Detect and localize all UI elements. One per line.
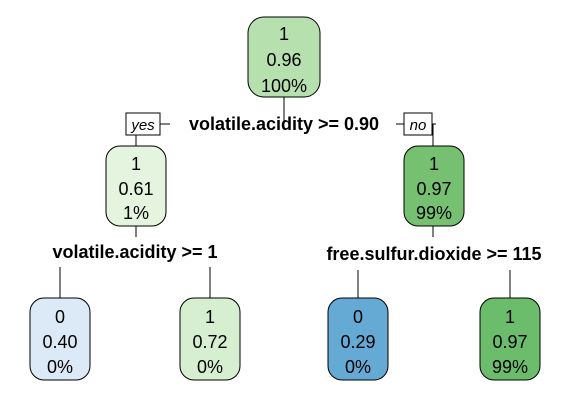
node-class: 1 [205, 307, 215, 327]
node-pct: 1% [123, 203, 149, 223]
tree-leaf-rr: 1 0.97 99% [480, 298, 540, 380]
node-class: 1 [505, 307, 515, 327]
split-label-root: volatile.acidity >= 0.90 [189, 114, 379, 134]
node-pct: 0% [47, 357, 73, 377]
node-pct: 0% [345, 357, 371, 377]
split-label-right: free.sulfur.dioxide >= 115 [326, 244, 541, 264]
node-class: 0 [55, 307, 65, 327]
tree-leaf-rl: 0 0.29 0% [328, 298, 388, 380]
tree-node-right: 1 0.97 99% [404, 146, 464, 226]
node-class: 1 [279, 24, 289, 44]
node-pct: 100% [261, 76, 307, 96]
node-prob: 0.97 [416, 179, 451, 199]
branch-label-yes: yes [126, 113, 160, 135]
node-prob: 0.61 [118, 179, 153, 199]
split-label-left: volatile.acidity >= 1 [52, 242, 217, 262]
node-pct: 0% [197, 357, 223, 377]
node-prob: 0.40 [42, 332, 77, 352]
tree-leaf-lr: 1 0.72 0% [180, 298, 240, 380]
node-pct: 99% [416, 203, 452, 223]
tree-node-left: 1 0.61 1% [106, 146, 166, 226]
node-class: 0 [353, 307, 363, 327]
branch-label-no: no [404, 113, 432, 135]
node-prob: 0.96 [266, 50, 301, 70]
node-prob: 0.72 [192, 332, 227, 352]
node-class: 1 [429, 154, 439, 174]
node-pct: 99% [492, 357, 528, 377]
node-class: 1 [131, 154, 141, 174]
node-prob: 0.29 [340, 332, 375, 352]
tree-node-root: 1 0.96 100% [248, 17, 320, 97]
svg-text:yes: yes [130, 117, 155, 134]
tree-leaf-ll: 0 0.40 0% [30, 298, 90, 380]
svg-text:no: no [410, 117, 427, 134]
node-prob: 0.97 [492, 332, 527, 352]
